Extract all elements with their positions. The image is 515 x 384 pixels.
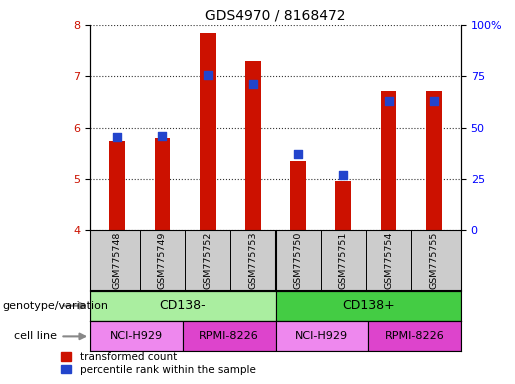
Bar — [276, 291, 461, 321]
Bar — [290, 161, 306, 230]
Text: GSM775749: GSM775749 — [158, 232, 167, 289]
Text: RPMI-8226: RPMI-8226 — [385, 331, 444, 341]
Bar — [90, 291, 276, 321]
Text: CD138-: CD138- — [160, 299, 206, 312]
Point — [385, 98, 393, 104]
Text: NCI-H929: NCI-H929 — [110, 331, 163, 341]
Bar — [183, 321, 276, 351]
Text: GSM775751: GSM775751 — [339, 232, 348, 289]
Bar — [335, 180, 351, 230]
Bar — [381, 91, 397, 230]
Point — [113, 134, 122, 140]
Point — [294, 151, 302, 157]
Text: cell line: cell line — [14, 331, 57, 341]
Text: CD138+: CD138+ — [342, 299, 394, 312]
Legend: transformed count, percentile rank within the sample: transformed count, percentile rank withi… — [57, 348, 260, 379]
Bar — [109, 141, 125, 230]
Text: GSM775753: GSM775753 — [248, 232, 258, 289]
Point — [158, 133, 166, 139]
Bar — [276, 321, 368, 351]
Point — [339, 172, 348, 178]
Bar — [90, 321, 183, 351]
Text: GSM775755: GSM775755 — [430, 232, 438, 289]
Bar — [245, 61, 261, 230]
Point — [249, 81, 257, 87]
Bar — [154, 138, 170, 230]
Text: RPMI-8226: RPMI-8226 — [199, 331, 259, 341]
Bar — [368, 321, 461, 351]
Text: GSM775748: GSM775748 — [113, 232, 122, 289]
Text: GSM775754: GSM775754 — [384, 232, 393, 289]
Point — [203, 72, 212, 78]
Bar — [200, 33, 216, 230]
Title: GDS4970 / 8168472: GDS4970 / 8168472 — [205, 8, 346, 22]
Bar — [426, 91, 442, 230]
Text: NCI-H929: NCI-H929 — [295, 331, 349, 341]
Text: genotype/variation: genotype/variation — [3, 301, 109, 311]
Point — [430, 98, 438, 104]
Text: GSM775750: GSM775750 — [294, 232, 303, 289]
Text: GSM775752: GSM775752 — [203, 232, 212, 289]
